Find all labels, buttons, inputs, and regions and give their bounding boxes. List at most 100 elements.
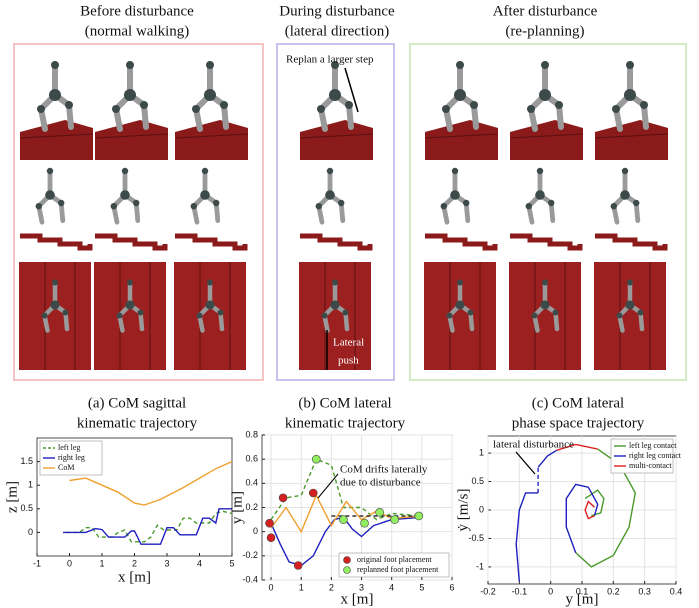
robot-joint — [345, 101, 353, 109]
robot-joint — [555, 101, 563, 109]
robot-joint — [617, 313, 623, 319]
robot-body — [51, 301, 60, 310]
robot-joint — [218, 310, 224, 316]
floor — [594, 262, 666, 370]
robot-joint — [463, 200, 469, 206]
robot-joint — [65, 101, 73, 109]
robot-body — [539, 89, 551, 101]
y-tick-label: 0 — [28, 527, 33, 537]
x-tick-label: 6 — [449, 582, 454, 592]
marker — [294, 562, 302, 570]
robot-body — [45, 190, 55, 200]
x-tick-label: 1 — [99, 558, 104, 568]
robot-body — [624, 89, 636, 101]
robot-joint — [47, 168, 53, 174]
y-tick-label: 1 — [479, 447, 484, 457]
robot-body — [126, 301, 135, 310]
robot-joint — [343, 310, 349, 316]
robot-joint — [126, 61, 134, 69]
panel-title: During disturbance — [279, 3, 395, 19]
marker — [266, 519, 274, 527]
robot-body — [206, 301, 215, 310]
chart-title: (c) CoM lateral — [532, 395, 624, 411]
annotation: Replan a larger step — [286, 54, 374, 66]
robot-joint — [36, 203, 42, 209]
robot-joint — [532, 313, 538, 319]
x-tick-label: 4 — [197, 558, 202, 568]
robot-body — [626, 301, 635, 310]
stairs — [20, 120, 93, 160]
robot-joint — [316, 203, 322, 209]
robot — [441, 168, 470, 222]
robot-joint — [611, 203, 617, 209]
marker — [361, 519, 369, 527]
y-tick-label: -0.2 — [242, 550, 258, 560]
robot-joint — [468, 310, 474, 316]
stairs — [425, 120, 498, 160]
robot-body — [49, 89, 61, 101]
robot-joint — [51, 61, 59, 69]
robot-joint — [127, 280, 133, 286]
y-tick-label: 0.5 — [20, 503, 33, 513]
legend-marker — [344, 557, 351, 564]
x-tick-label: 0 — [269, 582, 274, 592]
robot-joint — [122, 168, 128, 174]
legend-label: replanned foot placement — [357, 565, 439, 574]
y-tick-label: 0.4 — [245, 478, 258, 488]
panel-title: (re-planning) — [505, 23, 584, 39]
y-axis-label: z [m] — [4, 481, 20, 513]
legend-label: left leg contact — [629, 441, 677, 450]
robot-joint — [42, 313, 48, 319]
robot-joint — [220, 101, 228, 109]
robot-joint — [213, 200, 219, 206]
robot-joint — [526, 203, 532, 209]
marker — [339, 516, 347, 524]
floor — [174, 262, 246, 370]
robot-joint — [456, 61, 464, 69]
robot-joint — [527, 105, 535, 113]
robot-joint — [542, 280, 548, 286]
robot-body — [535, 190, 545, 200]
robot-joint — [197, 313, 203, 319]
marker — [376, 508, 384, 516]
y-tick-label: -0.4 — [242, 574, 258, 584]
x-tick-label: 4 — [389, 582, 394, 592]
stairs-side — [20, 236, 90, 248]
robot-body — [450, 190, 460, 200]
panel-title: (normal walking) — [85, 23, 190, 39]
robot-joint — [322, 313, 328, 319]
robot-joint — [207, 280, 213, 286]
robot-body — [454, 89, 466, 101]
robot — [36, 168, 65, 222]
stairs-side — [175, 236, 245, 248]
robot-joint — [640, 101, 648, 109]
robot-body — [204, 89, 216, 101]
x-tick-label: 0 — [548, 586, 553, 596]
x-axis-label: y [m] — [566, 591, 599, 607]
robot-body — [541, 301, 550, 310]
robot-joint — [447, 313, 453, 319]
legend-label: right leg — [58, 453, 85, 462]
stairs — [300, 120, 373, 160]
legend-label: CoM — [58, 463, 74, 472]
robot-joint — [317, 105, 325, 113]
robot-joint — [202, 168, 208, 174]
robot-joint — [133, 200, 139, 206]
x-tick-label: 0.2 — [607, 586, 620, 596]
marker — [415, 512, 423, 520]
y-tick-label: 0.5 — [471, 476, 484, 486]
robot-joint — [612, 105, 620, 113]
robot — [527, 61, 563, 129]
y-tick-label: 0 — [253, 526, 258, 536]
x-tick-label: 1 — [299, 582, 304, 592]
annotation: lateral disturbance — [493, 439, 574, 451]
x-tick-label: 5 — [229, 558, 234, 568]
stairs — [95, 120, 168, 160]
robot — [192, 61, 228, 129]
chart-title: (b) CoM lateral — [298, 395, 391, 411]
robot-joint — [622, 168, 628, 174]
robot-joint — [332, 280, 338, 286]
legend-label: original foot placement — [357, 555, 432, 564]
robot-joint — [140, 101, 148, 109]
y-tick-label: 0.8 — [245, 429, 258, 439]
